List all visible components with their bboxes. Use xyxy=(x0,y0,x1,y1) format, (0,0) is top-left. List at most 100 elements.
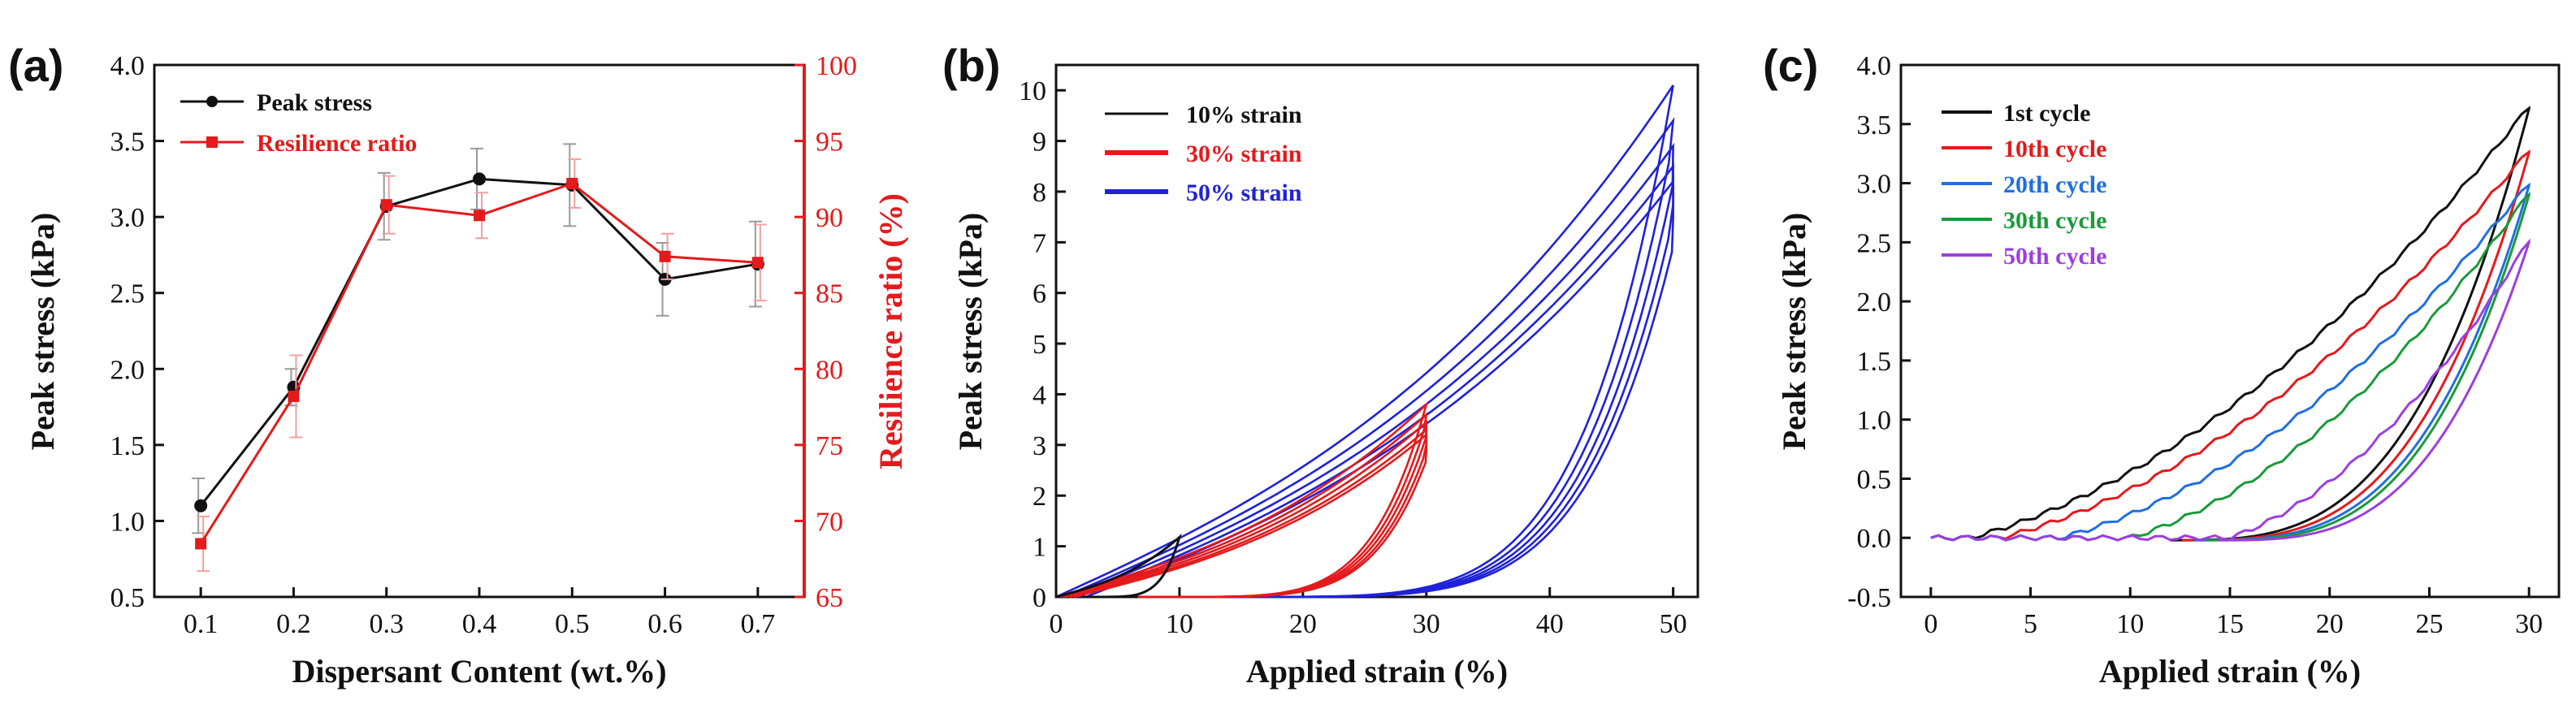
panel-b-series xyxy=(1055,84,1675,599)
y2-tick-label: 90 xyxy=(816,203,843,233)
panel-b-label: (b) xyxy=(942,40,1001,91)
x-tick-label: 30 xyxy=(1413,609,1440,639)
y-tick-label: 1.5 xyxy=(110,431,145,461)
y-tick-label: 3.0 xyxy=(110,203,145,233)
y-tick-label: 7 xyxy=(1033,228,1046,258)
x-tick-label: 25 xyxy=(2415,609,2443,639)
y-tick-label: 10 xyxy=(1019,76,1046,106)
peak-stress-point xyxy=(194,499,208,512)
panel-a-left-axis: 0.5 1.0 1.5 2.0 2.5 3.0 3.5 4.0 xyxy=(110,51,164,613)
panel-a-frame xyxy=(153,63,806,599)
resilience-ratio-point xyxy=(566,177,578,189)
x-tick-label: 15 xyxy=(2216,609,2244,639)
legend-cycle-label: 30th cycle xyxy=(2003,207,2106,234)
y-tick-label: 5 xyxy=(1033,330,1046,360)
resilience-ratio-point xyxy=(288,390,300,402)
peak-stress-line xyxy=(199,177,759,507)
cycle-curve xyxy=(1930,149,2531,542)
hysteresis-loop xyxy=(1064,419,1428,599)
panel-a-x-axis: 0.1 0.2 0.3 0.4 0.5 0.6 0.7 xyxy=(184,587,775,639)
panel-a-label: (a) xyxy=(8,40,63,91)
panel-c-ylabel: Peak stress (kPa) xyxy=(1776,213,1812,451)
resilience-ratio-point xyxy=(751,257,764,269)
legend-resilience-label: Resilience ratio xyxy=(257,130,417,157)
y2-tick-label: 85 xyxy=(816,279,843,309)
hysteresis-loop xyxy=(1073,432,1428,599)
y-tick-label: 4 xyxy=(1033,380,1046,410)
resilience-ratio-point xyxy=(659,250,671,262)
x-tick-label: 0 xyxy=(1050,609,1063,639)
legend-cycle-label: 1st cycle xyxy=(2003,100,2090,127)
y-tick-label: 3.5 xyxy=(110,128,145,158)
resilience-ratio-point xyxy=(380,199,392,211)
cycle-curve xyxy=(1930,106,2531,542)
panel-b-x-axis: 0 10 20 30 40 50 xyxy=(1050,587,1687,639)
y-tick-label: 2 xyxy=(1033,482,1046,512)
panel-a-xlabel: Dispersant Content (wt.%) xyxy=(292,653,666,690)
legend-cycle-label: 10th cycle xyxy=(2003,136,2106,162)
legend-30-strain-label: 30% strain xyxy=(1186,141,1302,167)
panel-a: (a) 0.5 1.0 1.5 2.0 2.5 3.0 3.5 4.0 65 70 75 80 85 9… xyxy=(8,40,909,690)
panel-c-frame xyxy=(1899,63,2561,599)
cycle-curve xyxy=(1930,182,2531,542)
y2-tick-label: 70 xyxy=(816,507,843,537)
legend-cycle-label: 50th cycle xyxy=(2003,243,2106,270)
x-tick-label: 10 xyxy=(1166,609,1193,639)
panel-c-y-axis: -0.5 0.0 0.5 1.0 1.5 2.0 2.5 3.0 3.5 4.0 xyxy=(1847,51,1911,613)
x-tick-label: 0.7 xyxy=(741,609,776,639)
x-tick-label: 0.5 xyxy=(555,609,590,639)
hysteresis-loop xyxy=(1055,84,1674,599)
y-tick-label: 2.0 xyxy=(1857,288,1892,318)
y-tick-label: 6 xyxy=(1033,279,1046,309)
resilience-ratio-point xyxy=(474,210,485,222)
hysteresis-loop xyxy=(1077,162,1674,599)
panel-a-right-axis: 65 70 75 80 85 90 95 100 xyxy=(794,51,857,613)
x-tick-label: 0.3 xyxy=(369,609,404,639)
panel-a-ylabel: Peak stress (kPa) xyxy=(24,213,61,451)
y-tick-label: 1.0 xyxy=(110,507,145,537)
legend-10-strain-label: 10% strain xyxy=(1186,102,1302,128)
y-tick-label: 2.5 xyxy=(110,279,145,309)
x-tick-label: 0.6 xyxy=(647,609,682,639)
y-tick-label: 1.0 xyxy=(1857,406,1892,436)
x-tick-label: 0.1 xyxy=(184,609,219,639)
y2-tick-label: 75 xyxy=(816,431,843,461)
x-tick-label: 20 xyxy=(1289,609,1317,639)
y2-tick-label: 65 xyxy=(816,583,843,613)
legend-peak-stress-marker xyxy=(206,96,218,107)
y2-tick-label: 100 xyxy=(816,51,857,81)
panel-a-y2label: Resilience ratio (%) xyxy=(872,193,909,469)
y-tick-label: 9 xyxy=(1033,128,1046,158)
y-tick-label: -0.5 xyxy=(1847,583,1891,613)
legend-resilience-marker xyxy=(206,136,218,148)
x-tick-label: 30 xyxy=(2515,609,2543,639)
panel-a-legend: Peak stress Resilience ratio xyxy=(180,89,417,157)
hysteresis-loop xyxy=(1055,533,1182,599)
panel-b-legend: 10% strain 30% strain 50% strain xyxy=(1105,102,1302,206)
x-tick-label: 0.4 xyxy=(462,609,497,639)
x-tick-label: 0.2 xyxy=(276,609,311,639)
panel-c-label: (c) xyxy=(1763,40,1818,91)
resilience-ratio-point xyxy=(195,538,207,550)
x-tick-label: 5 xyxy=(2024,609,2037,639)
panel-b: (b) 0 1 2 3 4 5 6 7 8 9 10 0 10 20 30 40 50 10% strain … xyxy=(942,40,1699,690)
y2-tick-label: 95 xyxy=(816,128,843,158)
y-tick-label: 1.5 xyxy=(1857,347,1892,377)
panel-b-y-axis: 0 1 2 3 4 5 6 7 8 9 10 xyxy=(1019,76,1066,613)
x-tick-label: 20 xyxy=(2316,609,2344,639)
panel-b-xlabel: Applied strain (%) xyxy=(1246,653,1508,690)
x-tick-label: 0 xyxy=(1924,609,1937,639)
legend-peak-stress-label: Peak stress xyxy=(257,89,372,116)
legend-cycle-label: 20th cycle xyxy=(2003,171,2106,198)
panel-c: (c) -0.5 0.0 0.5 1.0 1.5 2.0 2.5 3.0 3.5 4.0 0 5 10… xyxy=(1763,40,2561,690)
y-tick-label: 3.5 xyxy=(1857,110,1892,141)
y-tick-label: 0.0 xyxy=(1857,524,1892,554)
y-tick-label: 0.5 xyxy=(1857,465,1892,495)
panel-c-x-axis: 0 5 10 15 20 25 30 xyxy=(1924,587,2543,639)
y-tick-label: 4.0 xyxy=(1857,51,1892,81)
y-tick-label: 8 xyxy=(1033,178,1046,208)
hysteresis-loop xyxy=(1070,142,1674,599)
y2-tick-label: 80 xyxy=(816,355,843,385)
panel-c-legend: 1st cycle 10th cycle 20th cycle 30th cycle 5… xyxy=(1942,100,2106,270)
